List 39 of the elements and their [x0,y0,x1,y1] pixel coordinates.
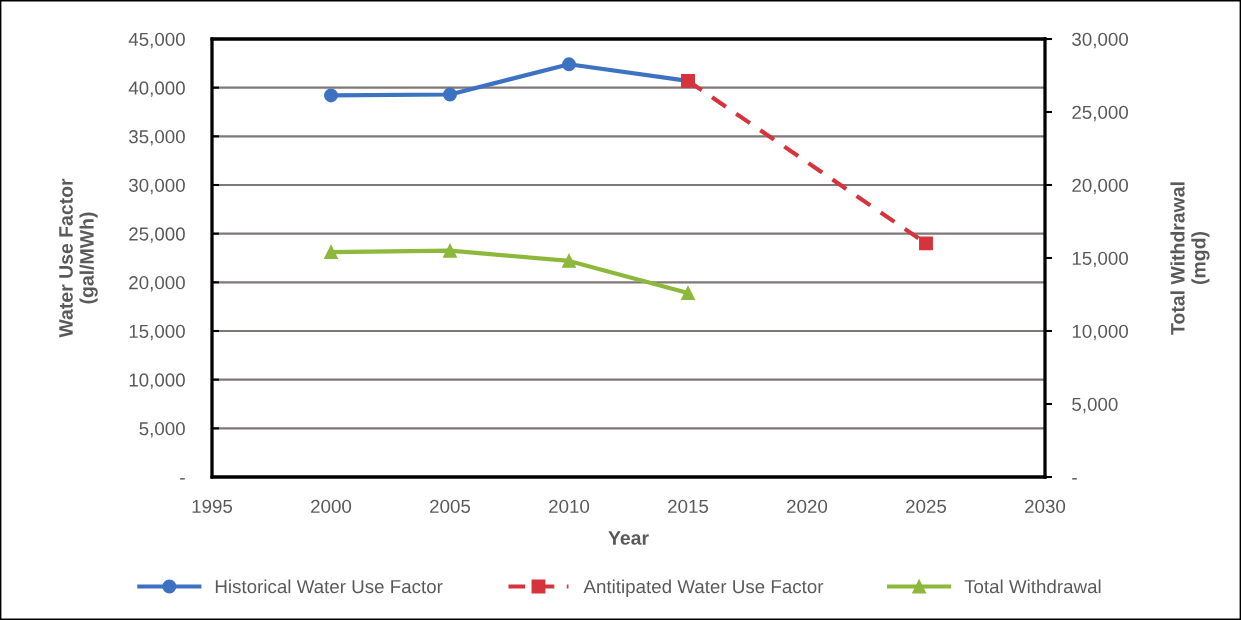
x-tick-label: 1995 [192,499,233,513]
legend-label: Antitipated Water Use Factor [583,579,824,597]
y-tick-label: 40,000 [128,81,185,97]
y2-axis-title: Total Withdrawal (mgd) [1170,182,1210,335]
y-tick-label: 45,000 [128,32,185,49]
y-tick-label: 10,000 [129,373,185,389]
y-tick-label: 5,000 [139,422,185,438]
y-tick-label: 30,000 [128,178,185,195]
y2-tick-label: 30,000 [1072,32,1128,49]
x-tick-label: 2015 [668,499,709,513]
y2-tick-label: 20,000 [1072,178,1128,195]
point [443,87,457,102]
y-tick-label: 35,000 [128,130,185,146]
point [681,286,695,300]
point [562,253,576,268]
legend-label: Historical Water Use Factor [215,579,443,594]
x-tick-label: 2010 [549,499,590,513]
point [443,243,457,258]
y2-tick-label: 5,000 [1072,397,1118,414]
point [919,236,933,251]
y2-tick-label: - [1072,478,1077,480]
legend-label: Total Withdrawal [964,579,1101,594]
point [562,57,576,72]
y-tick-label: 20,000 [129,276,185,292]
y-tick-label: 15,000 [129,324,185,341]
x-tick-label: 2025 [906,499,947,513]
x-tick-label: 2020 [787,499,828,513]
x-tick-label: 2030 [1025,499,1066,513]
x-tick-label: 2000 [311,499,352,513]
point [324,88,338,103]
x-tick-label: 2005 [430,499,471,513]
y2-tick-label: 25,000 [1072,105,1128,122]
y-axis-title: Water Use Factor (gal/MWh) [59,178,98,338]
x-axis-title: Year [608,531,649,545]
point [324,245,338,260]
y2-tick-label: 10,000 [1072,324,1128,341]
y2-tick-label: 15,000 [1072,251,1128,268]
y-tick-label: - [180,478,185,480]
y-tick-label: 25,000 [129,227,185,243]
